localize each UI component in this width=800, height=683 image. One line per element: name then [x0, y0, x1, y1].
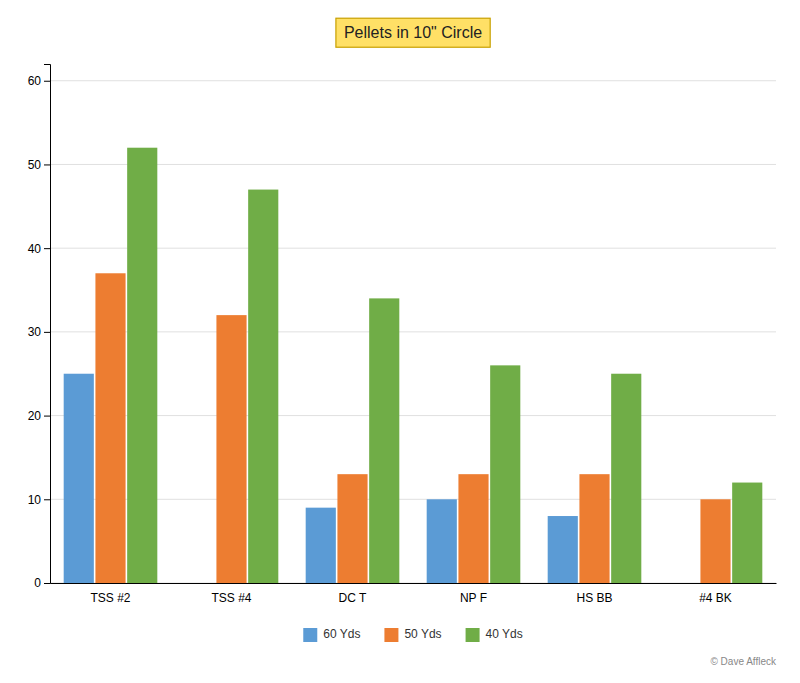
series	[95, 273, 730, 583]
annotation: © Dave Affleck	[710, 656, 777, 667]
tick-mark	[44, 332, 50, 333]
bar	[337, 474, 367, 583]
x-axis: TSS #2 TSS #4 DC T NP F HS BB #4 BK	[51, 584, 777, 605]
series	[127, 148, 762, 583]
chart: 0 10 20 30 40 50 60 TSS #2 TSS #4 DC T NP F HS BB #4…	[0, 0, 800, 683]
title-group: Pellets in 10" Circle	[336, 18, 490, 47]
grid-line	[50, 80, 776, 81]
grid-line	[50, 499, 776, 500]
tick-label: 20	[28, 409, 42, 423]
axis-line	[51, 583, 777, 584]
tick-mark	[44, 164, 50, 165]
bar	[611, 374, 641, 583]
plot: 0 10 20 30 40 50 60 TSS #2 TSS #4 DC T NP F HS BB #4…	[28, 65, 777, 605]
tick-label: 0	[34, 576, 41, 590]
tick-mark	[44, 583, 50, 584]
tick-label: 50	[28, 158, 42, 172]
axis-line	[44, 65, 51, 584]
tick: DC T	[339, 591, 367, 605]
bar	[127, 148, 157, 583]
bar	[548, 516, 578, 583]
grid	[50, 81, 776, 583]
legend-label: 50 Yds	[404, 627, 441, 641]
legend-label: 60 Yds	[323, 627, 360, 641]
bar	[669, 583, 699, 584]
tick: #4 BK	[699, 591, 732, 605]
grid-line	[50, 164, 776, 165]
tick-label: NP F	[460, 591, 487, 605]
title-box	[336, 18, 490, 47]
tick-label: 10	[28, 493, 42, 507]
tick: 60	[28, 74, 50, 88]
tick-label: 60	[28, 74, 42, 88]
tick-label: HS BB	[576, 591, 612, 605]
bar	[306, 508, 336, 583]
bar	[427, 499, 457, 583]
tick-mark	[44, 81, 50, 82]
bar	[248, 190, 278, 583]
tick: TSS #2	[90, 591, 130, 605]
tick: 10	[28, 493, 50, 507]
legend-item: 60 Yds	[303, 627, 360, 642]
tick: NP F	[460, 591, 487, 605]
bar	[95, 273, 125, 583]
bar	[185, 583, 215, 584]
tick: 40	[28, 242, 50, 256]
bar	[579, 474, 609, 583]
tick-label: 40	[28, 242, 42, 256]
tick-label: DC T	[339, 591, 367, 605]
legend-label: 40 Yds	[486, 627, 523, 641]
tick: TSS #4	[211, 591, 251, 605]
tick-mark	[44, 416, 50, 417]
legend-item: 50 Yds	[384, 627, 441, 642]
tick: 30	[28, 325, 50, 339]
tick: HS BB	[576, 591, 612, 605]
tick: 0	[34, 576, 50, 590]
tick-mark	[44, 499, 50, 500]
bar	[369, 298, 399, 583]
y-axis: 0 10 20 30 40 50 60	[28, 65, 51, 591]
legend-swatch	[384, 628, 398, 642]
legend: 60 Yds 50 Yds 40 Yds	[303, 627, 522, 642]
legend-swatch	[466, 628, 480, 642]
tick: 20	[28, 409, 50, 423]
bar	[700, 499, 730, 583]
legend-swatch	[303, 628, 317, 642]
bar	[732, 483, 762, 583]
grid-line	[50, 248, 776, 249]
tick: 50	[28, 158, 50, 172]
bar	[458, 474, 488, 583]
tick-label: 30	[28, 325, 42, 339]
bar	[490, 365, 520, 583]
tick-mark	[44, 248, 50, 249]
tick-label: TSS #2	[90, 591, 130, 605]
grid-line	[50, 583, 776, 584]
tick-label: TSS #4	[211, 591, 251, 605]
bar	[216, 315, 246, 583]
bars	[64, 148, 763, 583]
bar	[64, 374, 94, 583]
grid-line	[50, 415, 776, 416]
legend-item: 40 Yds	[466, 627, 523, 642]
tick-label: #4 BK	[699, 591, 732, 605]
title: Pellets in 10" Circle	[344, 24, 482, 41]
grid-line	[50, 331, 776, 332]
